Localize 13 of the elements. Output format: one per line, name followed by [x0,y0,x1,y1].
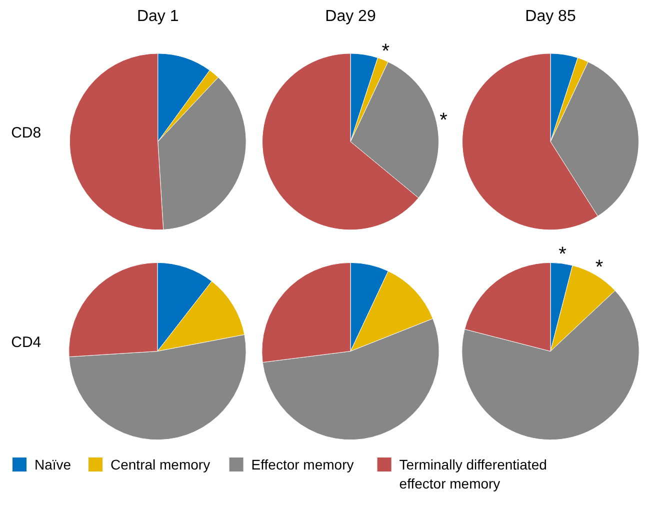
legend-label: Naïve [34,456,72,472]
chart-title: Day 1 [136,8,179,25]
text: CD4 [11,334,42,351]
legend-label: Terminally differentiated effector memory [399,456,547,492]
text: * [440,110,448,132]
text: * [595,256,604,278]
chart-title: Day 85 [525,8,576,25]
text: CD8 [11,124,42,142]
text: * [382,40,390,62]
text: * [558,244,566,266]
legend-label: Effector memory [251,456,354,472]
legend-label: Central memory [110,456,210,472]
chart-title: Day 29 [325,8,376,25]
